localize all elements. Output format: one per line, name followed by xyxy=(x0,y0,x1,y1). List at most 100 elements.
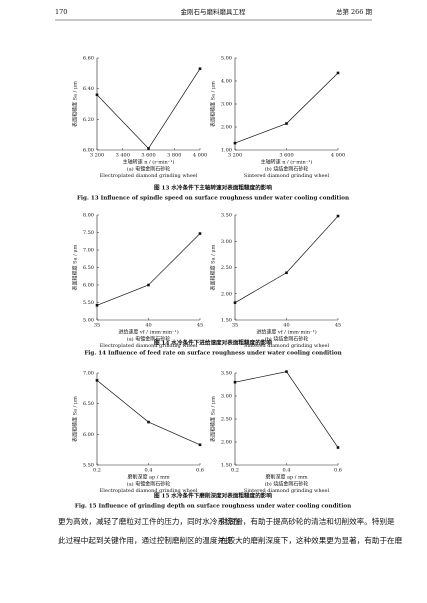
y-axis-label: 表面粗糙度 Sa / μm xyxy=(210,396,217,442)
y-tick-label: 2.00 xyxy=(221,440,232,446)
y-tick-label: 2.00 xyxy=(221,125,232,131)
point xyxy=(147,420,150,424)
point xyxy=(95,93,99,97)
y-axis-label: 表面粗糙度 Sa / μm xyxy=(72,81,79,127)
series-line xyxy=(96,68,201,150)
point xyxy=(233,301,237,304)
y-tick-label: 5.50 xyxy=(83,463,94,469)
y-tick-label: 3.00 xyxy=(221,394,232,400)
x-axis-label: 进给速度 vf / (mm·min⁻¹) xyxy=(118,329,178,336)
y-tick-label: 6.20 xyxy=(83,117,94,123)
point xyxy=(285,122,288,125)
point xyxy=(233,141,237,145)
y-tick-label: 4.00 xyxy=(221,79,232,85)
x-tick-label: 0.4 xyxy=(145,468,153,474)
series-line xyxy=(96,233,201,306)
point xyxy=(198,443,202,447)
chart-subtitle-en: Sintered diamond grinding wheel xyxy=(244,488,330,494)
y-tick-label: 8.00 xyxy=(83,213,94,219)
y-tick-label: 3.00 xyxy=(221,239,232,245)
x-tick-label: 0.2 xyxy=(93,468,101,474)
body-line: 此过程中起到关键作用，通过控制磨削区的温度并提 xyxy=(58,535,233,545)
y-tick-label: 3.00 xyxy=(221,102,232,108)
figure-caption-en: Fig. 15 Influence of grinding depth on s… xyxy=(75,504,351,510)
journal-title: 金刚石与磨料磨具工程 xyxy=(181,7,247,16)
y-tick-label: 7.00 xyxy=(83,248,94,254)
point xyxy=(147,283,150,287)
y-axis-label: 表面粗糙度 Sa / μm xyxy=(72,396,79,442)
x-tick-label: 3 600 xyxy=(279,153,293,159)
series-line xyxy=(234,72,339,144)
y-tick-label: 1.50 xyxy=(221,463,232,469)
x-tick-label: 0.6 xyxy=(334,468,342,474)
y-tick-label: 6.60 xyxy=(83,56,94,62)
x-tick-label: 3 800 xyxy=(167,153,181,159)
body-line: 在较大的磨削深度下，这种效果更为显著，有助于在磨 xyxy=(220,535,403,545)
x-axis-label: 磨削深度 ap / mm xyxy=(127,474,169,481)
y-tick-label: 5.00 xyxy=(221,56,232,62)
chart-subtitle-en: Electroplated diamond grinding wheel xyxy=(100,343,198,349)
x-tick-label: 0.2 xyxy=(231,468,239,474)
x-tick-label: 3 200 xyxy=(228,153,242,159)
series-line xyxy=(234,371,339,448)
y-axis-label: 表面粗糙度 Sa / μm xyxy=(210,244,217,290)
chart-subtitle: (a) 电镀金刚石砂轮 xyxy=(127,481,170,488)
body-line: 更为高效，减轻了磨粒对工件的压力，同时水冷系统在 xyxy=(58,516,241,526)
y-axis-label: 表面粗糙度 Sa / μm xyxy=(210,81,217,127)
x-tick-label: 3 200 xyxy=(90,153,104,159)
figure-caption: 图 14 水冷条件下进给速度对表面粗糙度的影响 xyxy=(154,339,272,347)
point xyxy=(233,380,237,384)
x-tick-label: 3 600 xyxy=(141,153,155,159)
x-tick-label: 35 xyxy=(232,323,238,329)
page-number: 170 xyxy=(55,8,67,16)
chart-subtitle-en: Sintered diamond grinding wheel xyxy=(244,343,330,349)
x-tick-label: 3 400 xyxy=(116,153,130,159)
y-tick-label: 6.50 xyxy=(83,265,94,271)
issue: 总第 266 期 xyxy=(336,7,373,16)
x-axis-label: 磨削深度 ap / mm xyxy=(265,474,307,481)
x-tick-label: 4 000 xyxy=(331,153,345,159)
point xyxy=(336,214,340,218)
figure-caption: 图 15 水冷条件下磨削深度对表面粗糙度的影响 xyxy=(154,492,272,500)
point xyxy=(198,67,202,71)
x-axis-label: 主轴转速 n / (r·min⁻¹) xyxy=(261,159,313,166)
y-tick-label: 2.00 xyxy=(221,291,232,297)
point xyxy=(147,147,150,150)
y-tick-label: 5.00 xyxy=(83,318,94,324)
chart-subtitle: (a) 电镀金刚石砂轮 xyxy=(127,166,170,173)
chart-subtitle-en: Sintered diamond grinding wheel xyxy=(244,173,330,179)
point xyxy=(285,271,288,275)
x-axis-label: 进给速度 vf / (mm·min⁻¹) xyxy=(256,329,316,336)
y-tick-label: 6.00 xyxy=(83,148,94,154)
series-line xyxy=(234,215,339,303)
chart-subtitle-en: Electroplated diamond grinding wheel xyxy=(100,173,198,179)
y-tick-label: 3.50 xyxy=(221,371,232,377)
x-tick-label: 0.6 xyxy=(196,468,204,474)
y-tick-label: 3.50 xyxy=(221,213,232,219)
x-tick-label: 40 xyxy=(283,323,289,329)
y-tick-label: 1.50 xyxy=(221,318,232,324)
point xyxy=(336,71,340,75)
y-tick-label: 7.50 xyxy=(83,230,94,236)
y-tick-label: 2.50 xyxy=(221,265,232,271)
point xyxy=(285,370,288,373)
y-tick-label: 1.00 xyxy=(221,148,232,154)
y-axis-label: 表面粗糙度 Sa / μm xyxy=(72,244,79,290)
x-tick-label: 45 xyxy=(197,323,203,329)
y-tick-label: 7.00 xyxy=(83,371,94,377)
figure-caption-en: Fig. 14 Influence of feed rate on surfac… xyxy=(84,351,341,357)
y-tick-label: 6.00 xyxy=(83,283,94,289)
x-tick-label: 0.4 xyxy=(283,468,291,474)
x-tick-label: 45 xyxy=(335,323,341,329)
y-tick-label: 6.50 xyxy=(83,401,94,407)
point xyxy=(95,304,99,307)
figure-caption-en: Fig. 13 Influence of spindle speed on su… xyxy=(77,196,349,202)
chart-subtitle: (a) 电镀金刚石砂轮 xyxy=(127,336,170,343)
y-tick-label: 6.40 xyxy=(83,86,94,92)
x-axis-label: 主轴转速 n / (r·min⁻¹) xyxy=(123,159,175,166)
point xyxy=(95,379,99,382)
x-tick-label: 40 xyxy=(145,323,151,329)
x-tick-label: 4 000 xyxy=(193,153,207,159)
chart-subtitle: (b) 烧结金刚石砂轮 xyxy=(265,166,309,173)
chart-subtitle: (b) 烧结金刚石砂轮 xyxy=(265,336,309,343)
